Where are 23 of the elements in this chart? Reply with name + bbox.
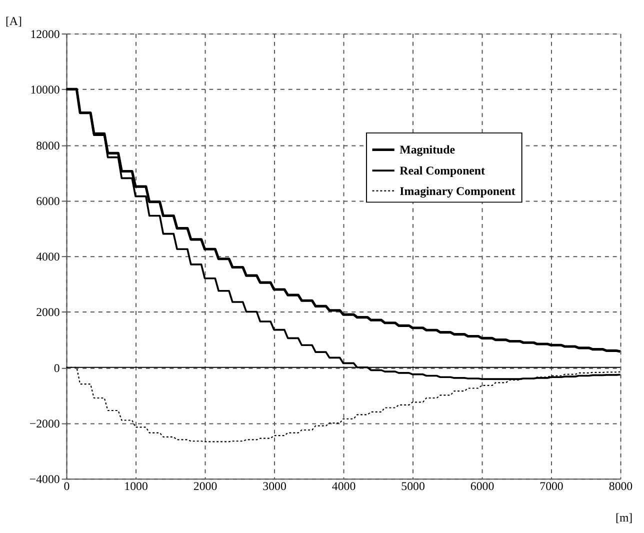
y-tick-label: −4000 bbox=[29, 472, 60, 486]
y-tick-label: 6000 bbox=[36, 194, 60, 208]
x-tick-label: 0 bbox=[64, 479, 70, 494]
y-tick-label: 2000 bbox=[36, 305, 60, 320]
y-tick-label: 12000 bbox=[30, 26, 60, 41]
x-tick-label: 1000 bbox=[124, 479, 148, 494]
y-axis-title: [A] bbox=[5, 14, 22, 28]
legend-label: Magnitude bbox=[400, 142, 456, 157]
x-tick-label: 8000 bbox=[608, 479, 633, 494]
x-tick-label: 4000 bbox=[332, 479, 356, 494]
x-tick-label: 2000 bbox=[193, 479, 218, 494]
y-tick-label: 0 bbox=[54, 360, 60, 375]
legend-label: Real Component bbox=[400, 163, 486, 178]
x-tick-label: 7000 bbox=[540, 479, 564, 494]
y-tick-label: 8000 bbox=[36, 138, 60, 152]
y-tick-label: −2000 bbox=[29, 416, 60, 430]
x-tick-label: 6000 bbox=[470, 479, 494, 494]
y-tick-label: 10000 bbox=[30, 82, 60, 97]
x-tick-label: 3000 bbox=[262, 479, 286, 494]
legend-label: Imaginary Component bbox=[400, 184, 516, 198]
x-tick-label: 5000 bbox=[401, 479, 425, 494]
x-axis-title: [m] bbox=[616, 510, 633, 525]
y-tick-label: 4000 bbox=[36, 250, 60, 264]
